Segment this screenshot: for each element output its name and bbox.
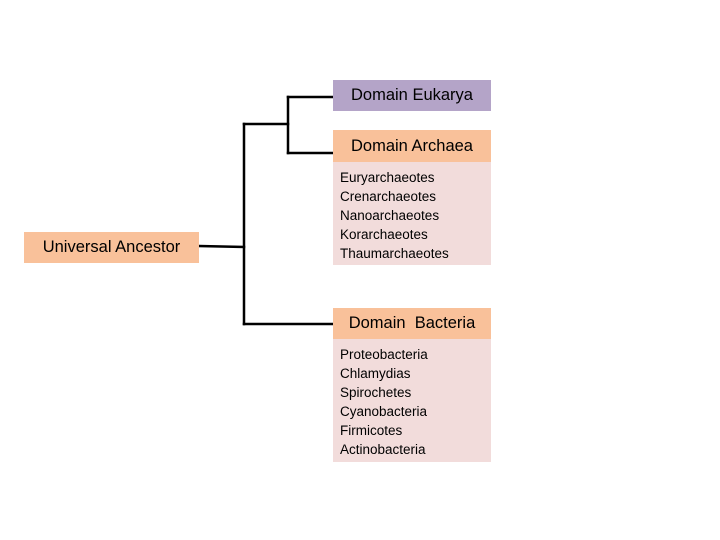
bacteria-group-list: Proteobacteria Chlamydias Spirochetes Cy… xyxy=(333,339,491,462)
domain-bacteria-node: Domain Bacteria xyxy=(333,308,491,339)
archaea-group-list: Euryarchaeotes Crenarchaeotes Nanoarchae… xyxy=(333,162,491,265)
universal-ancestor-label: Universal Ancestor xyxy=(42,238,181,256)
domain-eukarya-node: Domain Eukarya xyxy=(333,80,491,111)
domain-archaea-node: Domain Archaea xyxy=(333,130,491,162)
archaea-group-item: Crenarchaeotes xyxy=(340,189,437,204)
bacteria-group-item: Firmicotes xyxy=(340,423,403,438)
root-connector xyxy=(197,244,246,249)
archaea-group-item: Nanoarchaeotes xyxy=(340,208,440,223)
domain-bacteria-label: Domain Bacteria xyxy=(348,314,476,332)
domain-archaea-label: Domain Archaea xyxy=(351,136,473,155)
archaea-group-item: Euryarchaeotes xyxy=(340,170,435,185)
bacteria-group-item: Actinobacteria xyxy=(340,442,426,457)
bacteria-group-item: Proteobacteria xyxy=(340,347,428,362)
archaea-group-item: Thaumarchaeotes xyxy=(340,246,449,261)
bacteria-group-item: Chlamydias xyxy=(340,366,411,381)
bacteria-group-item: Cyanobacteria xyxy=(340,404,428,419)
archaea-group-item: Korarchaeotes xyxy=(340,227,428,242)
domain-eukarya-label: Domain Eukarya xyxy=(351,86,473,104)
bacteria-group-item: Spirochetes xyxy=(340,385,412,400)
universal-ancestor-node: Universal Ancestor xyxy=(24,232,199,263)
